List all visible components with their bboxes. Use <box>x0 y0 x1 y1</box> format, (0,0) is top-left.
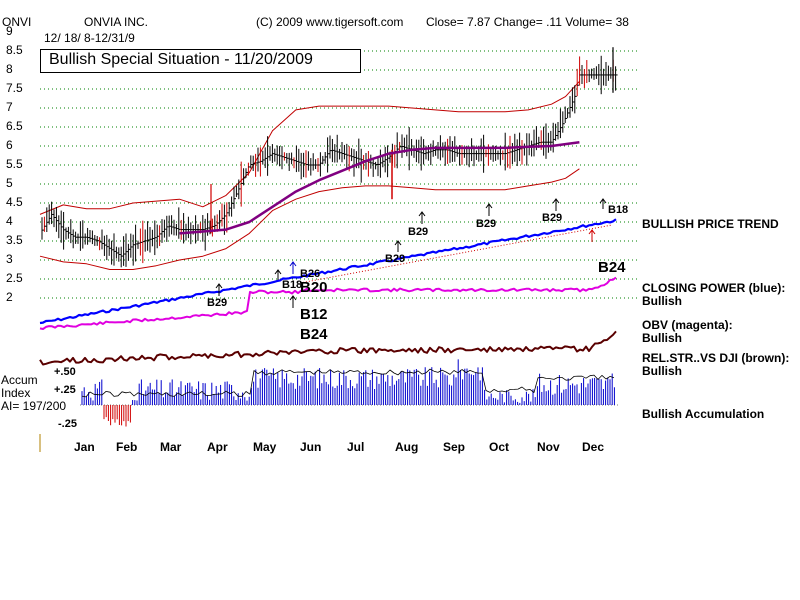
signal-label: B18 <box>608 204 629 216</box>
y-tick-label: 7.5 <box>6 81 23 95</box>
signal-arrow-head <box>274 269 282 275</box>
signal-arrow-head <box>289 261 297 267</box>
obv-line <box>39 276 617 330</box>
y-tick-label: 8 <box>6 62 13 76</box>
upper-band-line <box>39 81 580 215</box>
y-tick-label: 4 <box>6 214 13 228</box>
obv-title: OBV (magenta): <box>642 318 733 332</box>
month-label: Jul <box>347 440 365 454</box>
price-stats: Close= 7.87 Change= .11 Volume= 38 <box>426 15 629 29</box>
y-tick-label: 9 <box>6 24 13 38</box>
signal-label: B29 <box>207 297 228 309</box>
y-tick-label: 5 <box>6 176 13 190</box>
month-label: Jan <box>74 440 95 454</box>
signal-arrow-head <box>599 198 607 204</box>
month-label: May <box>253 440 277 454</box>
signal-label: B24 <box>300 326 328 343</box>
accum-average-line <box>81 368 615 398</box>
signal-label: B29 <box>408 226 429 238</box>
y-tick-label: 6.5 <box>6 119 23 133</box>
signal-label: B20 <box>300 279 328 296</box>
month-label: Apr <box>207 440 228 454</box>
y-tick-label: 6 <box>6 138 13 152</box>
accum-tick-label: -.25 <box>58 418 77 430</box>
copyright-text: (C) 2009 www.tigersoft.com <box>256 15 404 29</box>
support-line <box>299 224 613 284</box>
y-tick-label: 2.5 <box>6 271 23 285</box>
signal-label: B24 <box>598 259 626 276</box>
closing-power-value: Bullish <box>642 294 683 308</box>
trend-label: BULLISH PRICE TREND <box>642 217 779 231</box>
rel-strength-value: Bullish <box>642 364 683 378</box>
month-label: Aug <box>395 440 419 454</box>
rel-strength-title: REL.STR..VS DJI (brown): <box>642 351 790 365</box>
ticker-label: ONVI <box>2 15 32 29</box>
y-tick-label: 3.5 <box>6 233 23 247</box>
month-label: Feb <box>116 440 138 454</box>
signal-label: B26 <box>300 268 321 280</box>
signal-label: B29 <box>542 212 563 224</box>
month-label: Jun <box>300 440 322 454</box>
date-range: 12/ 18/ 8-12/31/9 <box>44 31 135 45</box>
month-label: Sep <box>443 440 466 454</box>
closing-power-title: CLOSING POWER (blue): <box>642 281 786 295</box>
signal-label: B29 <box>385 253 406 265</box>
signal-arrow-head <box>552 198 560 204</box>
obv-value: Bullish <box>642 331 683 345</box>
index-label: Index <box>1 386 31 400</box>
accum-label: Accum <box>1 373 38 387</box>
ai-score: AI= 197/200 <box>1 399 67 413</box>
signal-label: B12 <box>300 306 328 323</box>
signal-arrow-head <box>485 203 493 209</box>
y-tick-label: 7 <box>6 100 13 114</box>
y-tick-label: 5.5 <box>6 157 23 171</box>
lower-band-line <box>39 168 580 270</box>
company-name: ONVIA INC. <box>84 15 149 29</box>
signal-label: B29 <box>476 218 497 230</box>
month-label: Dec <box>582 440 605 454</box>
moving-average-line <box>179 140 580 235</box>
y-tick-label: 4.5 <box>6 195 23 209</box>
month-label: Oct <box>489 440 510 454</box>
y-tick-label: 8.5 <box>6 43 23 57</box>
signal-arrow-head <box>394 240 402 246</box>
accum-tick-label: +.25 <box>54 384 76 396</box>
chart-title: Bullish Special Situation - 11/20/2009 <box>49 51 313 68</box>
signal-arrow-head <box>418 211 426 217</box>
signal-arrow-head <box>588 229 596 235</box>
signal-arrow-head <box>289 295 297 301</box>
rel-strength-line <box>39 330 617 366</box>
accumulation-status: Bullish Accumulation <box>642 407 765 421</box>
y-tick-label: 2 <box>6 290 13 304</box>
accum-tick-label: +.50 <box>54 366 76 378</box>
y-tick-label: 3 <box>6 252 13 266</box>
chart-title-box: Bullish Special Situation - 11/20/2009 <box>40 49 361 73</box>
month-label: Nov <box>537 440 560 454</box>
signal-arrow-head <box>215 283 223 289</box>
trend-line <box>39 218 617 325</box>
signal-label: B18 <box>282 279 303 291</box>
month-label: Mar <box>160 440 182 454</box>
